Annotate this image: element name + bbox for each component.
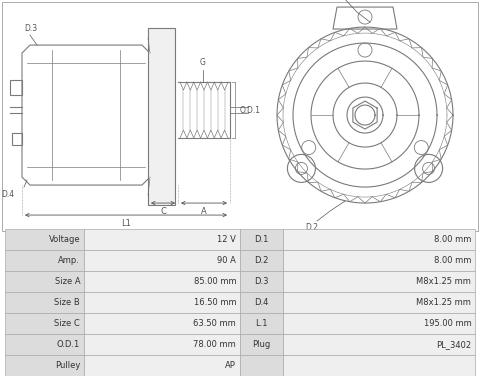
Text: Size C: Size C	[54, 319, 80, 328]
Bar	[5, 334, 84, 355]
Text: G: G	[200, 58, 206, 67]
Text: 78.00 mm: 78.00 mm	[193, 340, 236, 349]
Text: PL_3402: PL_3402	[436, 340, 471, 349]
Text: 16.50 mm: 16.50 mm	[193, 298, 236, 307]
Bar	[283, 229, 475, 250]
Text: 8.00 mm: 8.00 mm	[434, 256, 471, 265]
Text: D.2: D.2	[305, 223, 318, 232]
Text: Size A: Size A	[55, 277, 80, 286]
Bar	[240, 292, 283, 313]
Text: L.1: L.1	[255, 319, 268, 328]
Bar	[283, 250, 475, 271]
Bar	[84, 271, 240, 292]
Text: 85.00 mm: 85.00 mm	[193, 277, 236, 286]
Bar	[240, 229, 283, 250]
Text: D.4: D.4	[254, 298, 269, 307]
Bar	[5, 271, 84, 292]
Bar	[5, 229, 84, 250]
Text: 12 V: 12 V	[217, 235, 236, 244]
Bar	[84, 229, 240, 250]
Bar	[240, 250, 283, 271]
Bar	[240, 271, 283, 292]
Text: D.2: D.2	[254, 256, 269, 265]
Bar	[84, 355, 240, 376]
Bar	[84, 292, 240, 313]
Bar	[5, 313, 84, 334]
Text: D.3: D.3	[254, 277, 269, 286]
Bar	[5, 355, 84, 376]
Bar	[84, 313, 240, 334]
Text: M8x1.25 mm: M8x1.25 mm	[417, 277, 471, 286]
Text: D.4: D.4	[1, 190, 14, 199]
Bar	[283, 271, 475, 292]
Text: L1: L1	[121, 219, 131, 228]
Bar	[84, 334, 240, 355]
Text: 8.00 mm: 8.00 mm	[434, 235, 471, 244]
Bar	[283, 334, 475, 355]
Text: 195.00 mm: 195.00 mm	[424, 319, 471, 328]
Bar	[283, 313, 475, 334]
Text: M8x1.25 mm: M8x1.25 mm	[417, 298, 471, 307]
Bar	[5, 292, 84, 313]
Text: O.D.1: O.D.1	[240, 106, 261, 115]
Text: Plug: Plug	[252, 340, 271, 349]
Bar	[84, 250, 240, 271]
Text: Voltage: Voltage	[48, 235, 80, 244]
Text: AP: AP	[225, 361, 236, 370]
Text: Pulley: Pulley	[55, 361, 80, 370]
Bar	[240, 355, 283, 376]
Bar	[283, 292, 475, 313]
Text: 90 A: 90 A	[217, 256, 236, 265]
Bar	[240, 334, 283, 355]
Text: Amp.: Amp.	[58, 256, 80, 265]
Text: O.D.1: O.D.1	[57, 340, 80, 349]
Text: Size B: Size B	[54, 298, 80, 307]
Text: A: A	[201, 207, 207, 216]
Bar	[240, 313, 283, 334]
Text: C: C	[160, 207, 166, 216]
Text: 63.50 mm: 63.50 mm	[193, 319, 236, 328]
Bar	[283, 355, 475, 376]
Bar	[5, 250, 84, 271]
Text: D.3: D.3	[24, 24, 37, 33]
Text: D.1: D.1	[254, 235, 269, 244]
Bar	[148, 28, 175, 205]
